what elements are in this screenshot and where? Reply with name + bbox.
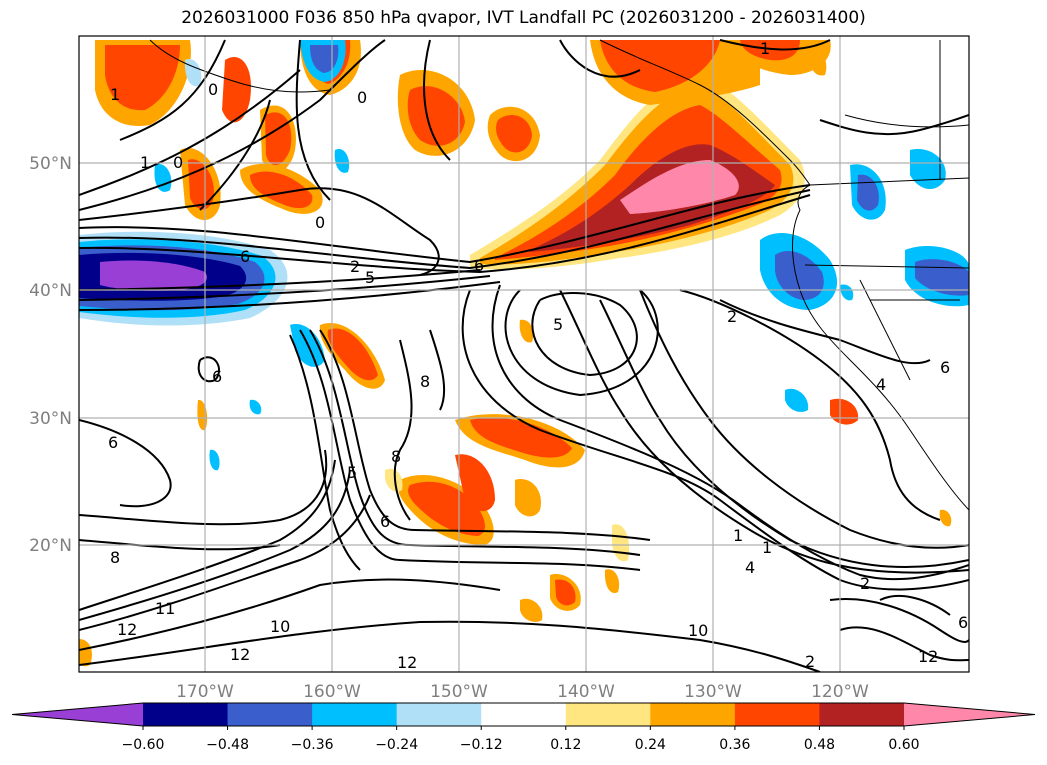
contour-label: 12 (117, 620, 137, 639)
contour-label: 6 (108, 433, 118, 452)
plot-title: 2026031000 F036 850 hPa qvapor, IVT Land… (181, 8, 866, 28)
colorbar-segment (143, 703, 229, 726)
contour-label: 6 (212, 367, 222, 386)
contour-label: 0 (208, 80, 218, 99)
contour-label: 1 (733, 526, 743, 545)
colorbar-segment (565, 703, 651, 726)
colorbar-tick-label: 0.24 (635, 737, 666, 753)
colorbar-segment (819, 703, 905, 726)
colorbar-segment (312, 703, 398, 726)
lat-label: 30°N (29, 409, 72, 429)
lon-label: 160°W (303, 682, 361, 702)
graticule (79, 36, 969, 672)
colorbar-extend-min (12, 703, 143, 726)
contour-labels: 1 1 0 0 0 1 0 2 5 6 6 2 5 8 6 6 8 5 8 6 … (108, 39, 968, 672)
contour-label: 2 (805, 652, 815, 671)
contour-label: 4 (745, 558, 755, 577)
contour-label: 5 (347, 463, 357, 482)
contour-label: 12 (397, 653, 417, 672)
contour-label: 1 (110, 85, 120, 104)
colorbar-tick-label: −0.36 (291, 737, 334, 753)
lat-label: 40°N (29, 281, 72, 301)
colorbar-tick-label: −0.12 (460, 737, 503, 753)
contour-label: 2 (350, 257, 360, 276)
colorbar-segment (481, 703, 567, 726)
colorbar-tick-label: 0.48 (804, 737, 835, 753)
colorbar-segment (396, 703, 482, 726)
ivt-contours (79, 39, 969, 672)
contour-label: 2 (727, 307, 737, 326)
lon-label: 140°W (557, 682, 615, 702)
latitude-labels: 50°N 40°N 30°N 20°N (29, 154, 72, 556)
contour-label: 1 (140, 153, 150, 172)
contour-label: 5 (365, 268, 375, 287)
contour-label: 11 (155, 599, 175, 618)
contour-label: 6 (380, 512, 390, 531)
colorbar-tick-label: −0.60 (122, 737, 165, 753)
colorbar-segment (650, 703, 736, 726)
colorbar-segment (227, 703, 313, 726)
colorbar-tick-label: −0.48 (206, 737, 249, 753)
contour-label: 2 (860, 574, 870, 593)
contour-label: 6 (958, 613, 968, 632)
contour-label: 12 (230, 645, 250, 664)
colorbar-segment (734, 703, 820, 726)
lon-label: 130°W (684, 682, 742, 702)
lon-label: 120°W (811, 682, 869, 702)
lat-label: 20°N (29, 536, 72, 556)
lat-label: 50°N (29, 154, 72, 174)
colorbar-tick-label: 0.36 (719, 737, 750, 753)
colorbar: −0.60 −0.48 −0.36 −0.24 −0.12 0.12 0.24 0.36 0.4… (11, 702, 1036, 753)
longitude-labels: 170°W 160°W 150°W 140°W 130°W 120°W (176, 682, 869, 702)
contour-label: 0 (357, 88, 367, 107)
contour-label: 8 (110, 548, 120, 567)
contour-label: 12 (918, 647, 938, 666)
colorbar-tick-label: 0.60 (888, 737, 919, 753)
coastline (149, 39, 969, 511)
contour-label: 8 (420, 372, 430, 391)
lon-label: 170°W (176, 682, 234, 702)
contour-label: 10 (688, 621, 708, 640)
contour-label: 6 (940, 358, 950, 377)
contour-label: 0 (173, 153, 183, 172)
contour-label: 1 (762, 538, 772, 557)
lon-label: 150°W (430, 682, 488, 702)
colorbar-tick-label: 0.12 (550, 737, 581, 753)
contour-label: 0 (315, 213, 325, 232)
contour-label: 4 (876, 375, 886, 394)
contour-label: 5 (553, 315, 563, 334)
contour-label: 8 (391, 447, 401, 466)
contour-label: 6 (474, 256, 484, 275)
map-frame (78, 35, 970, 673)
contour-label: 6 (240, 247, 250, 266)
colorbar-tick-label: −0.24 (375, 737, 418, 753)
contour-label: 10 (270, 617, 290, 636)
colorbar-extend-max (904, 703, 1035, 726)
contour-label: 1 (760, 39, 770, 58)
